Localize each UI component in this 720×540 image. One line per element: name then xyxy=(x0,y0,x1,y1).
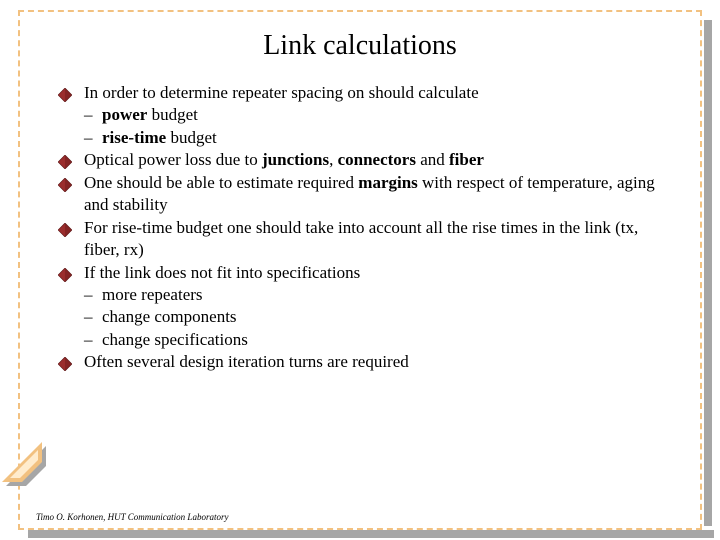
list-item: One should be able to estimate required … xyxy=(58,172,668,217)
corner-decoration-shape xyxy=(2,442,42,482)
list-item: Optical power loss due to junctions, con… xyxy=(58,149,668,171)
list-item: If the link does not fit into specificat… xyxy=(58,262,668,284)
sub-list-item-text: change specifications xyxy=(102,329,248,351)
sub-list-item: –rise-time budget xyxy=(84,127,668,149)
sub-list-item-text: rise-time budget xyxy=(102,127,217,149)
list-item: Often several design iteration turns are… xyxy=(58,351,668,373)
list-item: For rise-time budget one should take int… xyxy=(58,217,668,262)
sub-list-item: –change components xyxy=(84,306,668,328)
corner-decoration xyxy=(2,442,42,482)
diamond-bullet-icon xyxy=(58,266,72,280)
sub-list: –more repeaters–change components–change… xyxy=(84,284,668,351)
diamond-bullet-icon xyxy=(58,153,72,167)
sub-list-item: –change specifications xyxy=(84,329,668,351)
sub-list-item: –power budget xyxy=(84,104,668,126)
list-item-text: In order to determine repeater spacing o… xyxy=(84,82,668,104)
diamond-bullet-icon xyxy=(58,176,72,190)
sub-list-item-text: more repeaters xyxy=(102,284,203,306)
list-item-text: Often several design iteration turns are… xyxy=(84,351,668,373)
diamond-bullet-icon xyxy=(58,221,72,235)
bullet-list: In order to determine repeater spacing o… xyxy=(58,82,668,374)
list-item-text: If the link does not fit into specificat… xyxy=(84,262,668,284)
dash-bullet-icon: – xyxy=(84,127,98,149)
dash-bullet-icon: – xyxy=(84,329,98,351)
list-item-text: Optical power loss due to junctions, con… xyxy=(84,149,668,171)
slide-title: Link calculations xyxy=(0,30,720,62)
list-item: In order to determine repeater spacing o… xyxy=(58,82,668,104)
diamond-bullet-icon xyxy=(58,86,72,100)
list-item-text: One should be able to estimate required … xyxy=(84,172,668,217)
sub-list-item-text: change components xyxy=(102,306,237,328)
sub-list-item-text: power budget xyxy=(102,104,198,126)
footer-attribution: Timo O. Korhonen, HUT Communication Labo… xyxy=(36,512,228,522)
diamond-bullet-icon xyxy=(58,355,72,369)
sub-list-item: –more repeaters xyxy=(84,284,668,306)
dash-bullet-icon: – xyxy=(84,306,98,328)
dash-bullet-icon: – xyxy=(84,284,98,306)
list-item-text: For rise-time budget one should take int… xyxy=(84,217,668,262)
frame-shadow-bottom xyxy=(28,530,714,538)
frame-shadow-right xyxy=(704,20,712,526)
dash-bullet-icon: – xyxy=(84,104,98,126)
slide: Link calculations In order to determine … xyxy=(0,0,720,540)
sub-list: –power budget–rise-time budget xyxy=(84,104,668,149)
